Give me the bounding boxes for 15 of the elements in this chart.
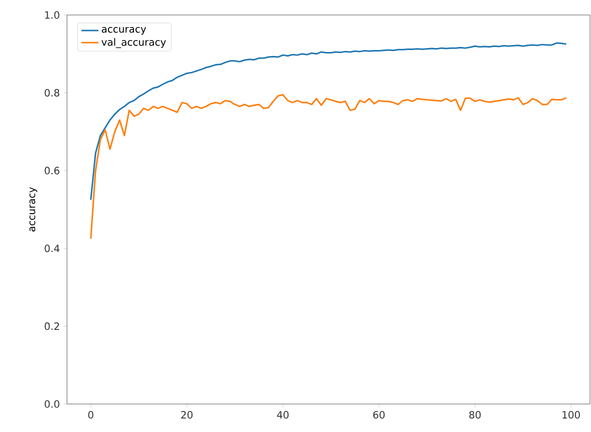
x-tick-label: 20 (181, 411, 193, 419)
y-tick-label: 0.4 (44, 244, 60, 252)
x-tick-label: 80 (469, 411, 481, 419)
y-tick-label: 0.6 (44, 166, 60, 174)
y-tick-label: 0.2 (44, 322, 59, 330)
x-tick-label: 40 (277, 411, 289, 419)
x-tick-label: 100 (562, 411, 580, 419)
y-tick-label: 0.8 (44, 89, 60, 97)
y-tick-label: 1.0 (45, 11, 60, 19)
y-axis-title: accuracy (30, 187, 38, 232)
legend-label: val_accuracy (102, 38, 166, 48)
y-tick-label: 0.0 (44, 400, 60, 408)
x-tick-label: 0 (88, 411, 94, 419)
legend-label: accuracy (102, 26, 146, 35)
x-tick-label: 60 (373, 411, 385, 419)
